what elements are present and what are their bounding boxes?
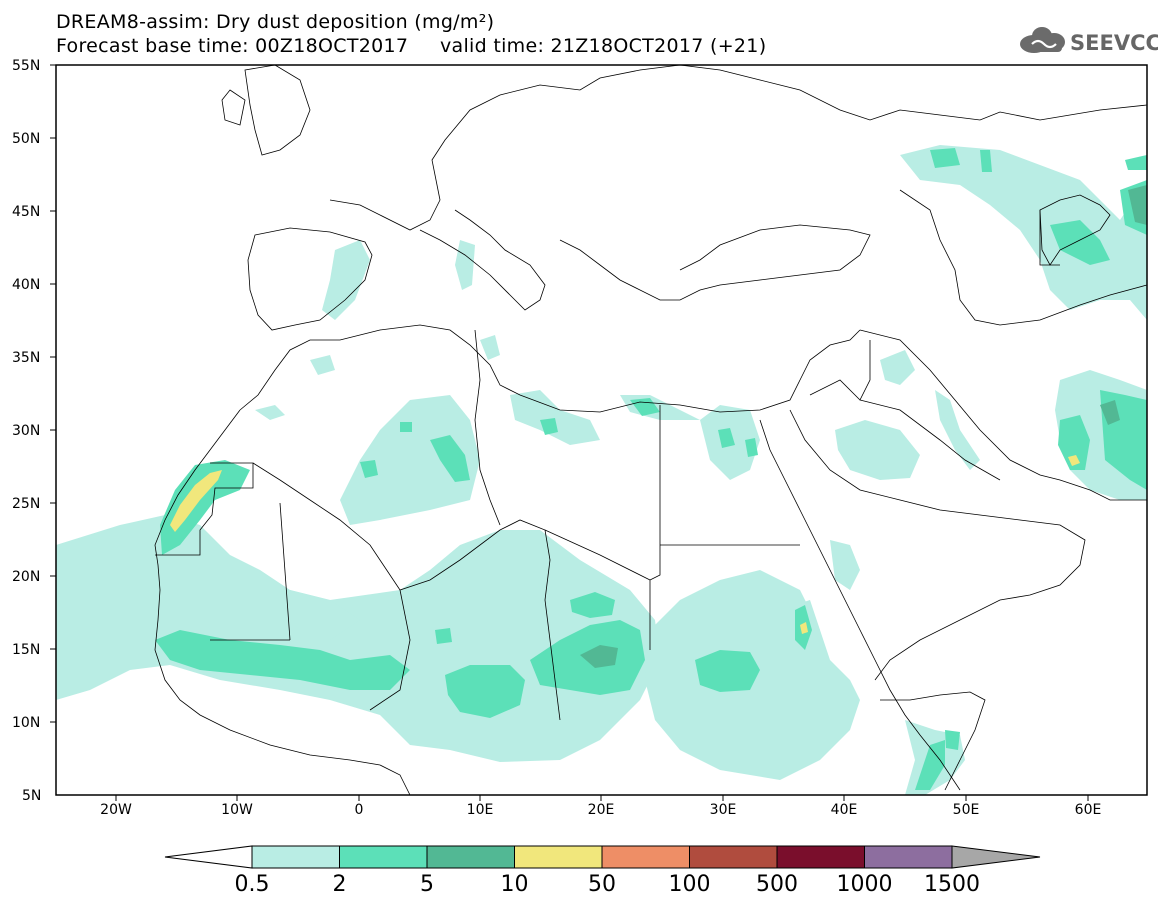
colorbar-swatch: [776, 845, 865, 869]
cloud-icon: [1020, 27, 1065, 53]
colorbar-label: 1000: [837, 872, 893, 897]
deposition-level-2: [155, 148, 1147, 790]
lat-label: 30N: [12, 423, 40, 439]
lat-label: 10N: [12, 715, 40, 731]
colorbar-labels: 0.5 2 5 10 50 100 500 1000 1500: [235, 872, 981, 897]
colorbar: 0.5 2 5 10 50 100 500 1000 1500: [164, 845, 1041, 897]
colorbar-label: 500: [756, 872, 798, 897]
colorbar-swatch: [689, 845, 778, 869]
colorbar-swatch: [514, 845, 603, 869]
colorbar-swatch: [339, 845, 428, 869]
colorbar-swatch: [251, 845, 340, 869]
lon-label: 30E: [710, 802, 737, 818]
colorbar-label: 1500: [924, 872, 980, 897]
colorbar-swatch: [601, 845, 690, 869]
lon-label: 10E: [467, 802, 494, 818]
colorbar-swatch: [426, 845, 515, 869]
longitude-axis: 20W 10W 0 10E 20E 30E 40E 50E 60E: [100, 795, 1101, 818]
colorbar-label: 50: [588, 872, 616, 897]
colorbar-label: 2: [333, 872, 347, 897]
colorbar-high-arrow: [951, 845, 1041, 869]
lon-label: 10W: [221, 802, 253, 818]
lat-label: 55N: [12, 58, 40, 74]
lat-label: 45N: [12, 204, 40, 220]
lat-label: 40N: [12, 277, 40, 293]
lon-label: 20E: [588, 802, 615, 818]
lat-label: 25N: [12, 496, 40, 512]
seevccc-logo: SEEVCCC: [1020, 27, 1158, 55]
lon-label: 20W: [100, 802, 132, 818]
logo-text: SEEVCCC: [1070, 31, 1158, 55]
latitude-axis: 55N 50N 45N 40N 35N 30N 25N 20N 15N 10N …: [12, 58, 56, 804]
lat-label: 15N: [12, 642, 40, 658]
colorbar-swatch: [864, 845, 953, 869]
deposition-field: [56, 65, 1147, 795]
colorbar-low-arrow: [164, 845, 253, 869]
deposition-level-5: [580, 185, 1147, 668]
lon-label: 0: [355, 802, 364, 818]
coastlines-borders: [154, 65, 1147, 795]
map-title: DREAM8-assim: Dry dust deposition (mg/m²…: [56, 11, 495, 33]
forecast-time-line: Forecast base time: 00Z18OCT2017 valid t…: [56, 35, 767, 57]
lon-label: 40E: [831, 802, 858, 818]
colorbar-label: 10: [501, 872, 529, 897]
colorbar-label: 0.5: [235, 872, 270, 897]
lon-label: 50E: [953, 802, 980, 818]
lat-label: 35N: [12, 350, 40, 366]
lat-label: 5N: [22, 788, 41, 804]
lat-label: 20N: [12, 569, 40, 585]
lon-label: 60E: [1075, 802, 1102, 818]
colorbar-label: 5: [420, 872, 434, 897]
deposition-level-10: [170, 455, 1080, 634]
colorbar-swatches: [251, 845, 953, 869]
colorbar-label: 100: [669, 872, 711, 897]
lat-label: 50N: [12, 131, 40, 147]
